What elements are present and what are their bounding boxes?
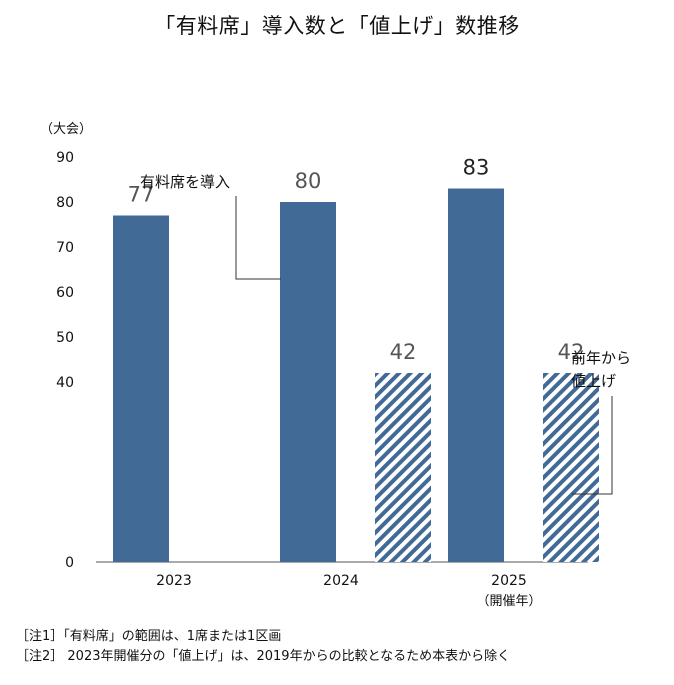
value-label-price-increase-2025: 42	[558, 340, 585, 364]
value-label-paid-seats-2024: 80	[295, 169, 322, 193]
bar-price-increase-2025	[543, 373, 599, 562]
footnote-2: ［注2］ 2023年開催分の「値上げ」は、2019年からの比較となるため本表から…	[16, 649, 511, 664]
annotation-price-increase-line-2: 値上げ	[571, 372, 616, 390]
annotation-price-increase-line-1: 前年から	[571, 349, 631, 367]
annotation-price-increase-leader	[572, 396, 613, 495]
x-tick-sublabel-2025: （開催年）	[476, 594, 541, 609]
bar-paid-seats-2023	[113, 215, 169, 562]
y-tick-label-50: 50	[56, 330, 74, 346]
y-tick-label-90: 90	[56, 150, 74, 166]
y-tick-label-60: 60	[56, 285, 74, 301]
annotation-paid-seats-leader	[235, 196, 281, 280]
bar-paid-seats-2025	[448, 188, 504, 562]
footnote-1: ［注1］「有料席」の範囲は、1席または1区画	[16, 629, 282, 644]
annotation-paid-seats: 有料席を導入	[140, 173, 230, 191]
x-tick-label-2024: 2024	[323, 573, 359, 589]
value-label-paid-seats-2023: 77	[128, 183, 155, 207]
y-tick-label-80: 80	[56, 195, 74, 211]
y-tick-label-0: 0	[65, 555, 74, 571]
value-label-paid-seats-2025: 83	[463, 156, 490, 180]
value-label-price-increase-2024: 42	[390, 340, 417, 364]
y-tick-label-40: 40	[56, 375, 74, 391]
bar-paid-seats-2024	[280, 202, 336, 562]
chart-title: 「有料席」導入数と「値上げ」数推移	[154, 14, 520, 38]
y-tick-label-70: 70	[56, 240, 74, 256]
x-tick-label-2023: 2023	[156, 573, 192, 589]
bar-price-increase-2024	[375, 373, 431, 562]
y-axis-unit-label: （大会）	[40, 122, 92, 137]
x-tick-label-2025: 2025	[491, 573, 527, 589]
